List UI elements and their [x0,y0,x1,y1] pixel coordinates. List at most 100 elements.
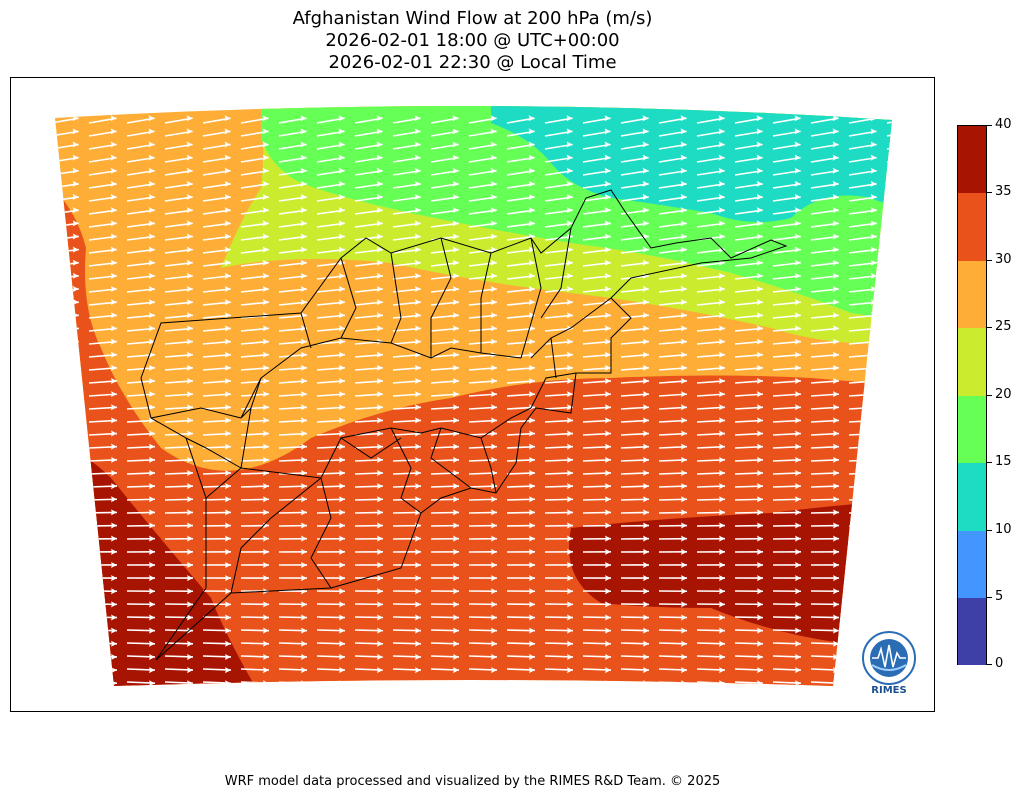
wind-arrow-head [680,456,687,463]
wind-arrow-head [604,627,611,634]
wind-arrow-head [642,391,649,398]
wind-arrow-head [642,312,649,319]
wind-arrow-head [604,351,611,358]
wind-arrow-head [452,128,459,135]
colorbar [957,125,987,665]
wind-arrow-head [452,259,459,266]
wind-arrow-head [414,286,421,293]
wind-arrow-head [909,483,915,489]
wind-arrow-head [642,167,649,174]
wind-arrow-head [528,561,535,568]
wind-arrow-head [300,522,307,529]
wind-arrow-head [262,496,269,503]
wind-arrow-head [148,154,155,161]
wind-arrow-head [870,509,877,516]
wind-arrow-head [452,575,459,582]
wind-arrow-head [262,456,269,463]
wind-arrow-head [832,194,839,201]
wind-arrow-head [642,246,649,253]
wind-arrow [55,681,80,685]
wind-arrow-head [224,180,231,187]
wind-arrow-head [148,312,155,319]
wind-arrow-head [224,653,231,660]
wind-arrow-head [604,246,611,253]
wind-arrow-head [224,377,231,384]
wind-arrow [848,616,878,619]
wind-arrow-head [680,351,687,358]
wind-arrow-head [680,377,687,384]
wind-arrow-head [680,325,687,332]
wind-arrow-head [870,364,877,371]
wind-arrow-head [414,601,421,608]
wind-arrow [55,655,80,658]
wind-arrow-head [338,627,345,634]
wind-arrow-head [832,469,839,476]
wind-arrow [886,380,892,384]
wind-arrow-head [870,180,877,187]
wind-arrow-head [490,325,497,332]
wind-arrow-head [300,483,307,490]
wind-arrow-head [300,220,307,227]
wind-arrow-head [72,180,79,187]
wind-arrow-head [642,154,649,161]
wind-arrow-head [909,523,915,529]
wind-arrow-head [642,404,649,411]
wind-arrow-head [718,496,725,503]
wind-arrow-head [870,325,877,332]
wind-arrow-head [832,430,839,437]
wind-arrow-head [604,220,611,227]
wind-arrow-head [110,640,117,647]
wind-arrow-head [680,588,687,595]
wind-arrow-head [338,391,345,398]
wind-arrow-head [490,207,497,214]
wind-arrow-head [376,601,383,608]
wind-arrow-head [604,509,611,516]
wind-arrow-head [909,141,915,147]
wind-arrow-head [72,128,79,135]
wind-arrow-head [338,548,345,555]
wind-arrow-head [756,404,763,411]
wind-arrow [55,642,80,645]
colorbar-label: 30 [995,252,1012,267]
wind-arrow-head [490,128,497,135]
wind-arrow-head [566,377,573,384]
wind-arrow-head [909,233,915,239]
wind-arrow-head [718,272,725,279]
wind-arrow-head [756,561,763,568]
wind-arrow-head [909,299,915,305]
wind-arrow [55,498,80,501]
wind-arrow-head [680,469,687,476]
wind-arrow-head [756,246,763,253]
wind-arrow-head [870,141,877,148]
wind-arrow-head [490,575,497,582]
wind-arrow [55,668,80,671]
wind-arrow-head [490,535,497,542]
wind-arrow-head [642,522,649,529]
wind-arrow-head [186,351,193,358]
wind-arrow-head [376,167,383,174]
wind-arrow-head [642,351,649,358]
wind-arrow-head [528,614,535,621]
wind-arrow-head [756,128,763,135]
wind-arrow-head [566,391,573,398]
wind-arrow-head [832,246,839,253]
wind-arrow-head [718,640,725,647]
wind-arrow-head [338,286,345,293]
wind-arrow-head [718,561,725,568]
wind-arrow-head [110,575,117,582]
wind-arrow-head [376,154,383,161]
wind-arrow-head [187,693,193,699]
wind-arrow-head [148,653,155,660]
wind-arrow-head [870,430,877,437]
wind-arrow [55,485,80,488]
wind-arrow-head [794,233,801,240]
wind-arrow-head [794,483,801,490]
colorbar-seg-20-25 [958,328,986,396]
wind-arrow-head [680,312,687,319]
wind-arrow-head [490,180,497,187]
wind-arrow-head [490,115,497,122]
wind-arrow-head [110,246,117,253]
wind-arrow [773,695,801,696]
wind-arrow-head [528,588,535,595]
wind-arrow-head [870,167,877,174]
